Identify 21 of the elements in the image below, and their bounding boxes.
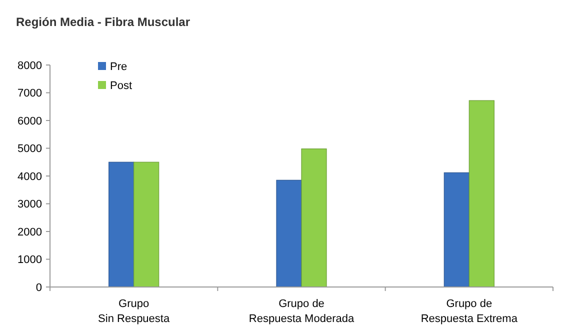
x-tick-label: Grupo de Respuesta Moderada <box>248 298 355 325</box>
bar <box>444 172 470 288</box>
y-tick-label: 7000 <box>18 88 42 100</box>
y-tick-label: 3000 <box>18 198 42 211</box>
y-tick-label: 2000 <box>18 226 42 238</box>
y-tick-label: 1000 <box>18 254 42 266</box>
chart-title: Región Media - Fibra Muscular <box>16 15 190 29</box>
legend-label: Pre <box>110 60 128 73</box>
bar <box>108 162 134 288</box>
bar <box>301 148 327 288</box>
y-tick-label: 6000 <box>18 115 42 128</box>
bar <box>134 162 160 288</box>
legend-label: Post <box>110 80 132 92</box>
y-tick-label: 8000 <box>18 60 42 72</box>
y-tick-label: 0 <box>36 282 42 294</box>
x-tick-label: Grupo Sin Respuesta <box>98 298 170 325</box>
y-tick-label: 4000 <box>18 170 42 183</box>
bar <box>276 180 302 288</box>
y-tick-label: 5000 <box>18 143 42 156</box>
x-tick-label: Grupo de Respuesta Extrema <box>420 298 518 325</box>
bar <box>468 100 494 288</box>
